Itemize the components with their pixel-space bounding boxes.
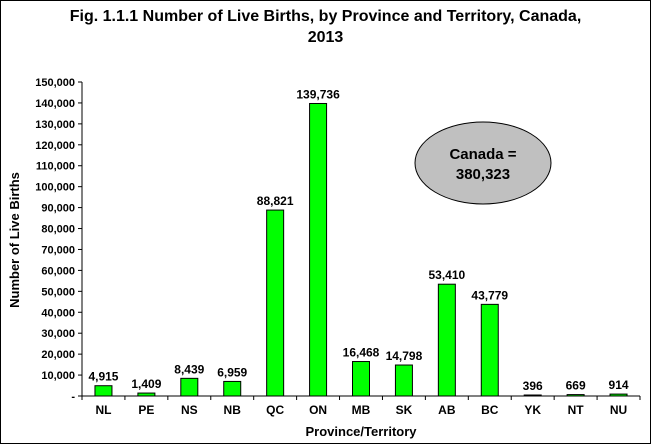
chart-title-line-1: Fig. 1.1.1 Number of Live Births, by Pro…: [69, 8, 582, 25]
bar-ns: [180, 377, 199, 397]
bar-qc: [266, 209, 285, 397]
y-tick-label: 70,000: [41, 244, 75, 256]
chart-title-line-2: 2013: [307, 29, 344, 46]
x-axis-label: Province/Territory: [305, 424, 417, 439]
data-label-nt: 669: [566, 379, 586, 393]
canada-total-annotation: [414, 121, 552, 205]
bar-ab: [437, 283, 456, 397]
x-tick-label-ns: NS: [181, 403, 198, 417]
y-tick-label: 80,000: [41, 224, 75, 236]
y-tick-label: 130,000: [35, 119, 75, 131]
data-label-bc: 43,779: [471, 288, 508, 302]
data-label-pe: 1,409: [131, 377, 161, 391]
y-tick-label: 120,000: [35, 140, 75, 152]
x-tick-label-on: ON: [309, 403, 327, 417]
data-label-nu: 914: [609, 378, 629, 392]
data-label-ns: 8,439: [174, 362, 204, 376]
x-tick-label-nu: NU: [610, 403, 627, 417]
data-label-qc: 88,821: [257, 194, 294, 208]
y-tick-label: 110,000: [36, 161, 75, 173]
data-label-nb: 6,959: [217, 365, 247, 379]
y-tick-label: 10,000: [41, 370, 75, 382]
data-label-sk: 14,798: [386, 349, 423, 363]
bar-on: [309, 102, 328, 397]
x-tick-label-bc: BC: [481, 403, 499, 417]
x-tick-label-sk: SK: [396, 403, 413, 417]
y-tick-label: 100,000: [35, 182, 75, 194]
y-tick-label: 40,000: [41, 307, 75, 319]
x-tick-label-nb: NB: [224, 403, 242, 417]
annotation-line-1: Canada =: [449, 146, 516, 163]
x-tick-label-nt: NT: [568, 403, 585, 417]
bars: [94, 102, 628, 397]
x-axis-ticks: NL PE NS NB QC ON MB SK AB BC YK NT NU: [81, 396, 641, 417]
x-tick-label-pe: PE: [138, 403, 154, 417]
data-label-mb: 16,468: [343, 346, 380, 360]
x-tick-label-nl: NL: [95, 403, 111, 417]
x-tick-label-mb: MB: [352, 403, 371, 417]
bar-nb: [223, 380, 242, 397]
data-label-nl: 4,915: [88, 370, 118, 384]
y-tick-label: 140,000: [35, 98, 75, 110]
y-axis-ticks: - 10,000 20,000 30,000 40,000 50,000 60,000 70,…: [35, 77, 82, 403]
y-axis-label: Number of Live Births: [7, 172, 22, 308]
y-tick-label: 60,000: [41, 265, 75, 277]
x-tick-label-yk: YK: [524, 403, 541, 417]
data-label-yk: 396: [523, 379, 543, 393]
bar-mb: [352, 361, 370, 397]
bar-bc: [480, 303, 499, 397]
x-tick-label-ab: AB: [438, 403, 456, 417]
data-label-on: 139,736: [296, 87, 340, 101]
x-tick-label-qc: QC: [266, 403, 284, 417]
data-label-ab: 53,410: [428, 268, 465, 282]
y-tick-label: 50,000: [41, 286, 75, 298]
y-tick-label: 20,000: [41, 349, 75, 361]
annotation-line-2: 380,323: [456, 166, 510, 183]
y-tick-label: 30,000: [41, 328, 75, 340]
y-tick-label: 150,000: [35, 77, 75, 89]
chart-title: Fig. 1.1.1 Number of Live Births, by Pro…: [0, 6, 651, 48]
bar-nl: [94, 385, 113, 397]
bar-sk: [394, 364, 413, 397]
y-tick-label: -: [71, 391, 75, 403]
y-tick-label: 90,000: [41, 203, 75, 215]
data-labels: 4,915 1,409 8,439 6,959 88,821 139,736 16,468 1…: [88, 87, 628, 393]
